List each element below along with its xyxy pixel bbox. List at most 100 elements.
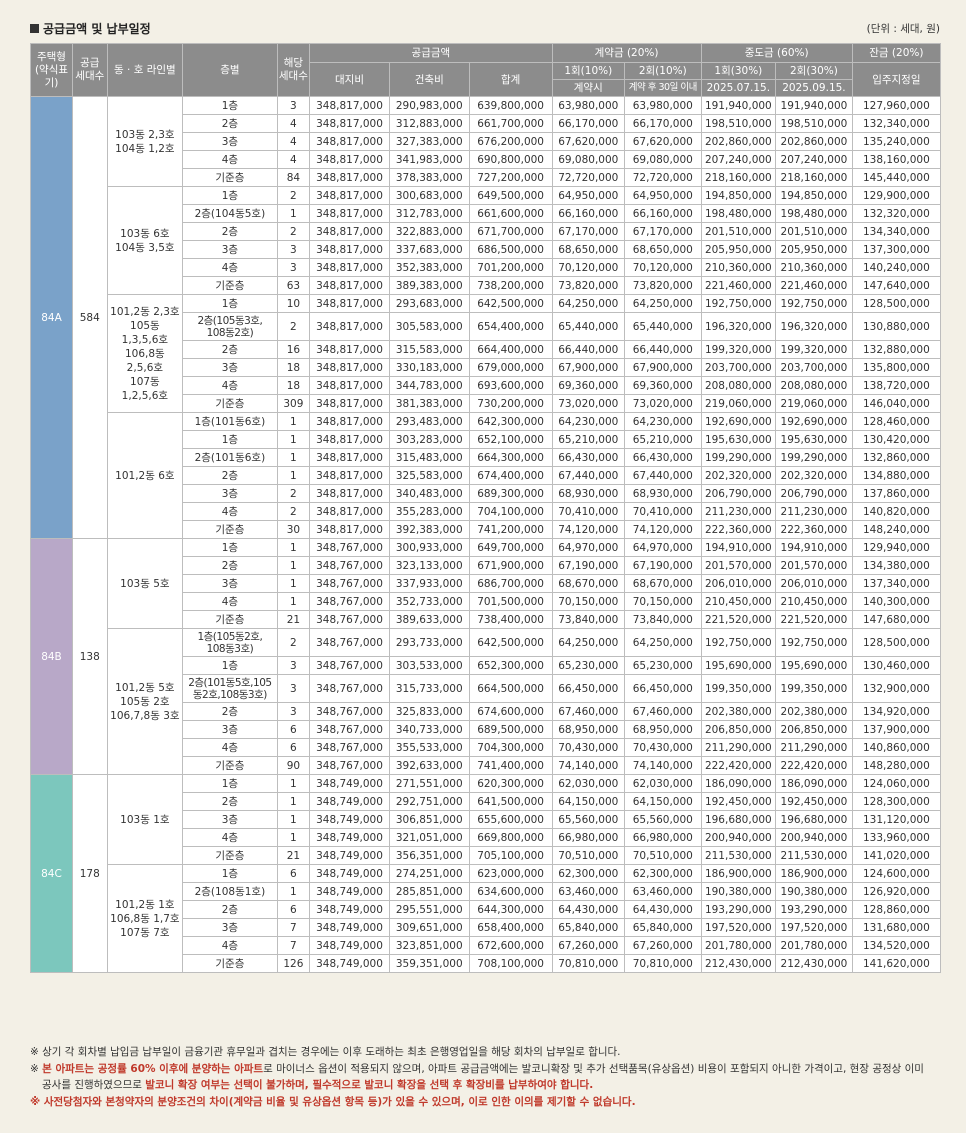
floor-cell: 2층 [182,114,278,133]
floor-cell: 1층 [182,656,278,675]
balance-cell: 128,500,000 [851,294,942,313]
balance-cell: 146,040,000 [851,394,942,413]
units-cell: 1 [276,412,311,431]
land-cell: 348,767,000 [309,538,390,557]
units-cell: 126 [276,954,311,973]
building-cell: 341,983,000 [388,150,470,169]
table-row: 103동 6호 104동 3,5호 1층 2 348,817,000 300,683,0… [31,186,942,295]
balance-cell: 148,280,000 [851,756,942,775]
note-1: ※ 상기 각 회차별 납입금 납부일이 금융기관 휴무일과 겹치는 경우에는 이… [30,1046,621,1058]
header-supply-price: 공급금액 [309,43,553,63]
building-cell: 389,383,000 [388,276,470,295]
dong-ho-cell: 103동 5호 [106,538,184,629]
units-cell: 2 [276,502,311,521]
units-cell: 2 [276,312,311,341]
total-cell: 669,800,000 [468,828,553,847]
balance-cell: 130,880,000 [851,312,942,341]
table-row: 3층 3 348,817,000 337,683,000 686,500,000 68,6… [31,240,942,259]
table-row: 3층 6 348,767,000 340,733,000 689,500,000 68,9… [31,720,942,739]
total-cell: 738,200,000 [468,276,553,295]
c2-cell: 65,230,000 [623,656,702,675]
building-cell: 293,733,000 [388,628,470,657]
land-cell: 348,817,000 [309,150,390,169]
supply-units-cell: 584 [71,96,108,539]
m1-cell: 221,520,000 [700,610,777,629]
c1-cell: 68,950,000 [551,720,625,739]
balance-cell: 134,340,000 [851,222,942,241]
dong-ho-cell: 103동 2,3호 104동 1,2호 [106,96,184,187]
table-row: 84C 178 103동 1호 1층 1 348,749,000 271,551,000 62… [30,774,942,973]
balance-cell: 129,900,000 [851,186,942,205]
floor-cell: 3층 [182,918,278,937]
m1-cell: 201,780,000 [700,936,777,955]
c1-cell: 66,980,000 [551,828,625,847]
units-cell: 1 [276,466,311,485]
c2-cell: 70,120,000 [623,258,702,277]
c2-cell: 73,820,000 [623,276,702,295]
m1-cell: 206,010,000 [700,574,777,593]
table-row: 기준층 90 348,767,000 392,633,000 741,400,000 74… [31,756,942,775]
land-cell: 348,767,000 [309,756,390,775]
c1-cell: 66,450,000 [551,674,625,703]
units-cell: 1 [276,774,311,793]
table-row: 2층 1 348,817,000 325,583,000 674,400,000 67,4… [31,466,942,485]
m1-cell: 198,510,000 [700,114,777,133]
m2-cell: 218,160,000 [775,168,853,187]
units-cell: 1 [276,828,311,847]
table-row: 3층 4 348,817,000 327,383,000 676,200,000 67,6… [31,132,942,151]
header-land: 대지비 [309,62,390,97]
header-c1-date: 계약시 [551,79,625,97]
m1-cell: 218,160,000 [700,168,777,187]
c2-cell: 67,460,000 [623,702,702,721]
table-row: 기준층 21 348,749,000 356,351,000 705,100,000 70… [31,846,942,865]
price-table: 주택형 (약식표기) 공급 세대수 동 · 호 라인별 층별 해당 세대수 공급… [30,43,942,973]
m1-cell: 202,320,000 [700,466,777,485]
total-cell: 654,400,000 [468,312,553,341]
total-cell: 738,400,000 [468,610,553,629]
m1-cell: 201,510,000 [700,222,777,241]
floor-cell: 기준층 [182,276,278,295]
balance-cell: 131,120,000 [851,810,942,829]
total-cell: 705,100,000 [468,846,553,865]
units-cell: 1 [276,538,311,557]
total-cell: 741,200,000 [468,520,553,539]
m2-cell: 207,240,000 [775,150,853,169]
note-2-cont: 공사를 진행하였으므로 발코니 확장 여부는 선택이 불가하며, 필수적으로 발… [30,1077,945,1094]
building-cell: 325,833,000 [388,702,470,721]
building-cell: 293,683,000 [388,294,470,313]
header-contract: 계약금 (20%) [551,43,702,63]
table-row: 101,2동 6호 1층(101동6호) 1 348,817,000 293,483,0… [31,412,942,539]
table-row: 2층 16 348,817,000 315,583,000 664,400,000 66,… [31,340,942,359]
land-cell: 348,767,000 [309,656,390,675]
total-cell: 661,700,000 [468,114,553,133]
units-cell: 3 [276,702,311,721]
land-cell: 348,817,000 [309,240,390,259]
total-cell: 693,600,000 [468,376,553,395]
c2-cell: 66,170,000 [623,114,702,133]
c1-cell: 68,670,000 [551,574,625,593]
balance-cell: 140,300,000 [851,592,942,611]
c2-cell: 70,810,000 [623,954,702,973]
c1-cell: 70,120,000 [551,258,625,277]
dong-ho-cell: 103동 1호 [106,774,184,865]
units-cell: 4 [276,114,311,133]
land-cell: 348,817,000 [309,168,390,187]
total-cell: 689,500,000 [468,720,553,739]
floor-cell: 3층 [182,132,278,151]
c1-cell: 68,650,000 [551,240,625,259]
units-cell: 3 [276,674,311,703]
m1-cell: 192,750,000 [700,294,777,313]
unit-label: (단위 : 세대, 원) [866,23,940,35]
table-row: 2층 1 348,749,000 292,751,000 641,500,000 64,1… [31,792,942,811]
building-cell: 392,383,000 [388,520,470,539]
land-cell: 348,749,000 [309,936,390,955]
total-cell: 686,500,000 [468,240,553,259]
table-row: 기준층 30 348,817,000 392,383,000 741,200,000 74… [31,520,942,539]
m1-cell: 210,450,000 [700,592,777,611]
floor-cell: 2층 [182,702,278,721]
c1-cell: 63,460,000 [551,882,625,901]
units-cell: 1 [276,792,311,811]
floor-cell: 2층(104동5호) [182,204,278,223]
m1-cell: 195,630,000 [700,430,777,449]
units-cell: 1 [276,882,311,901]
